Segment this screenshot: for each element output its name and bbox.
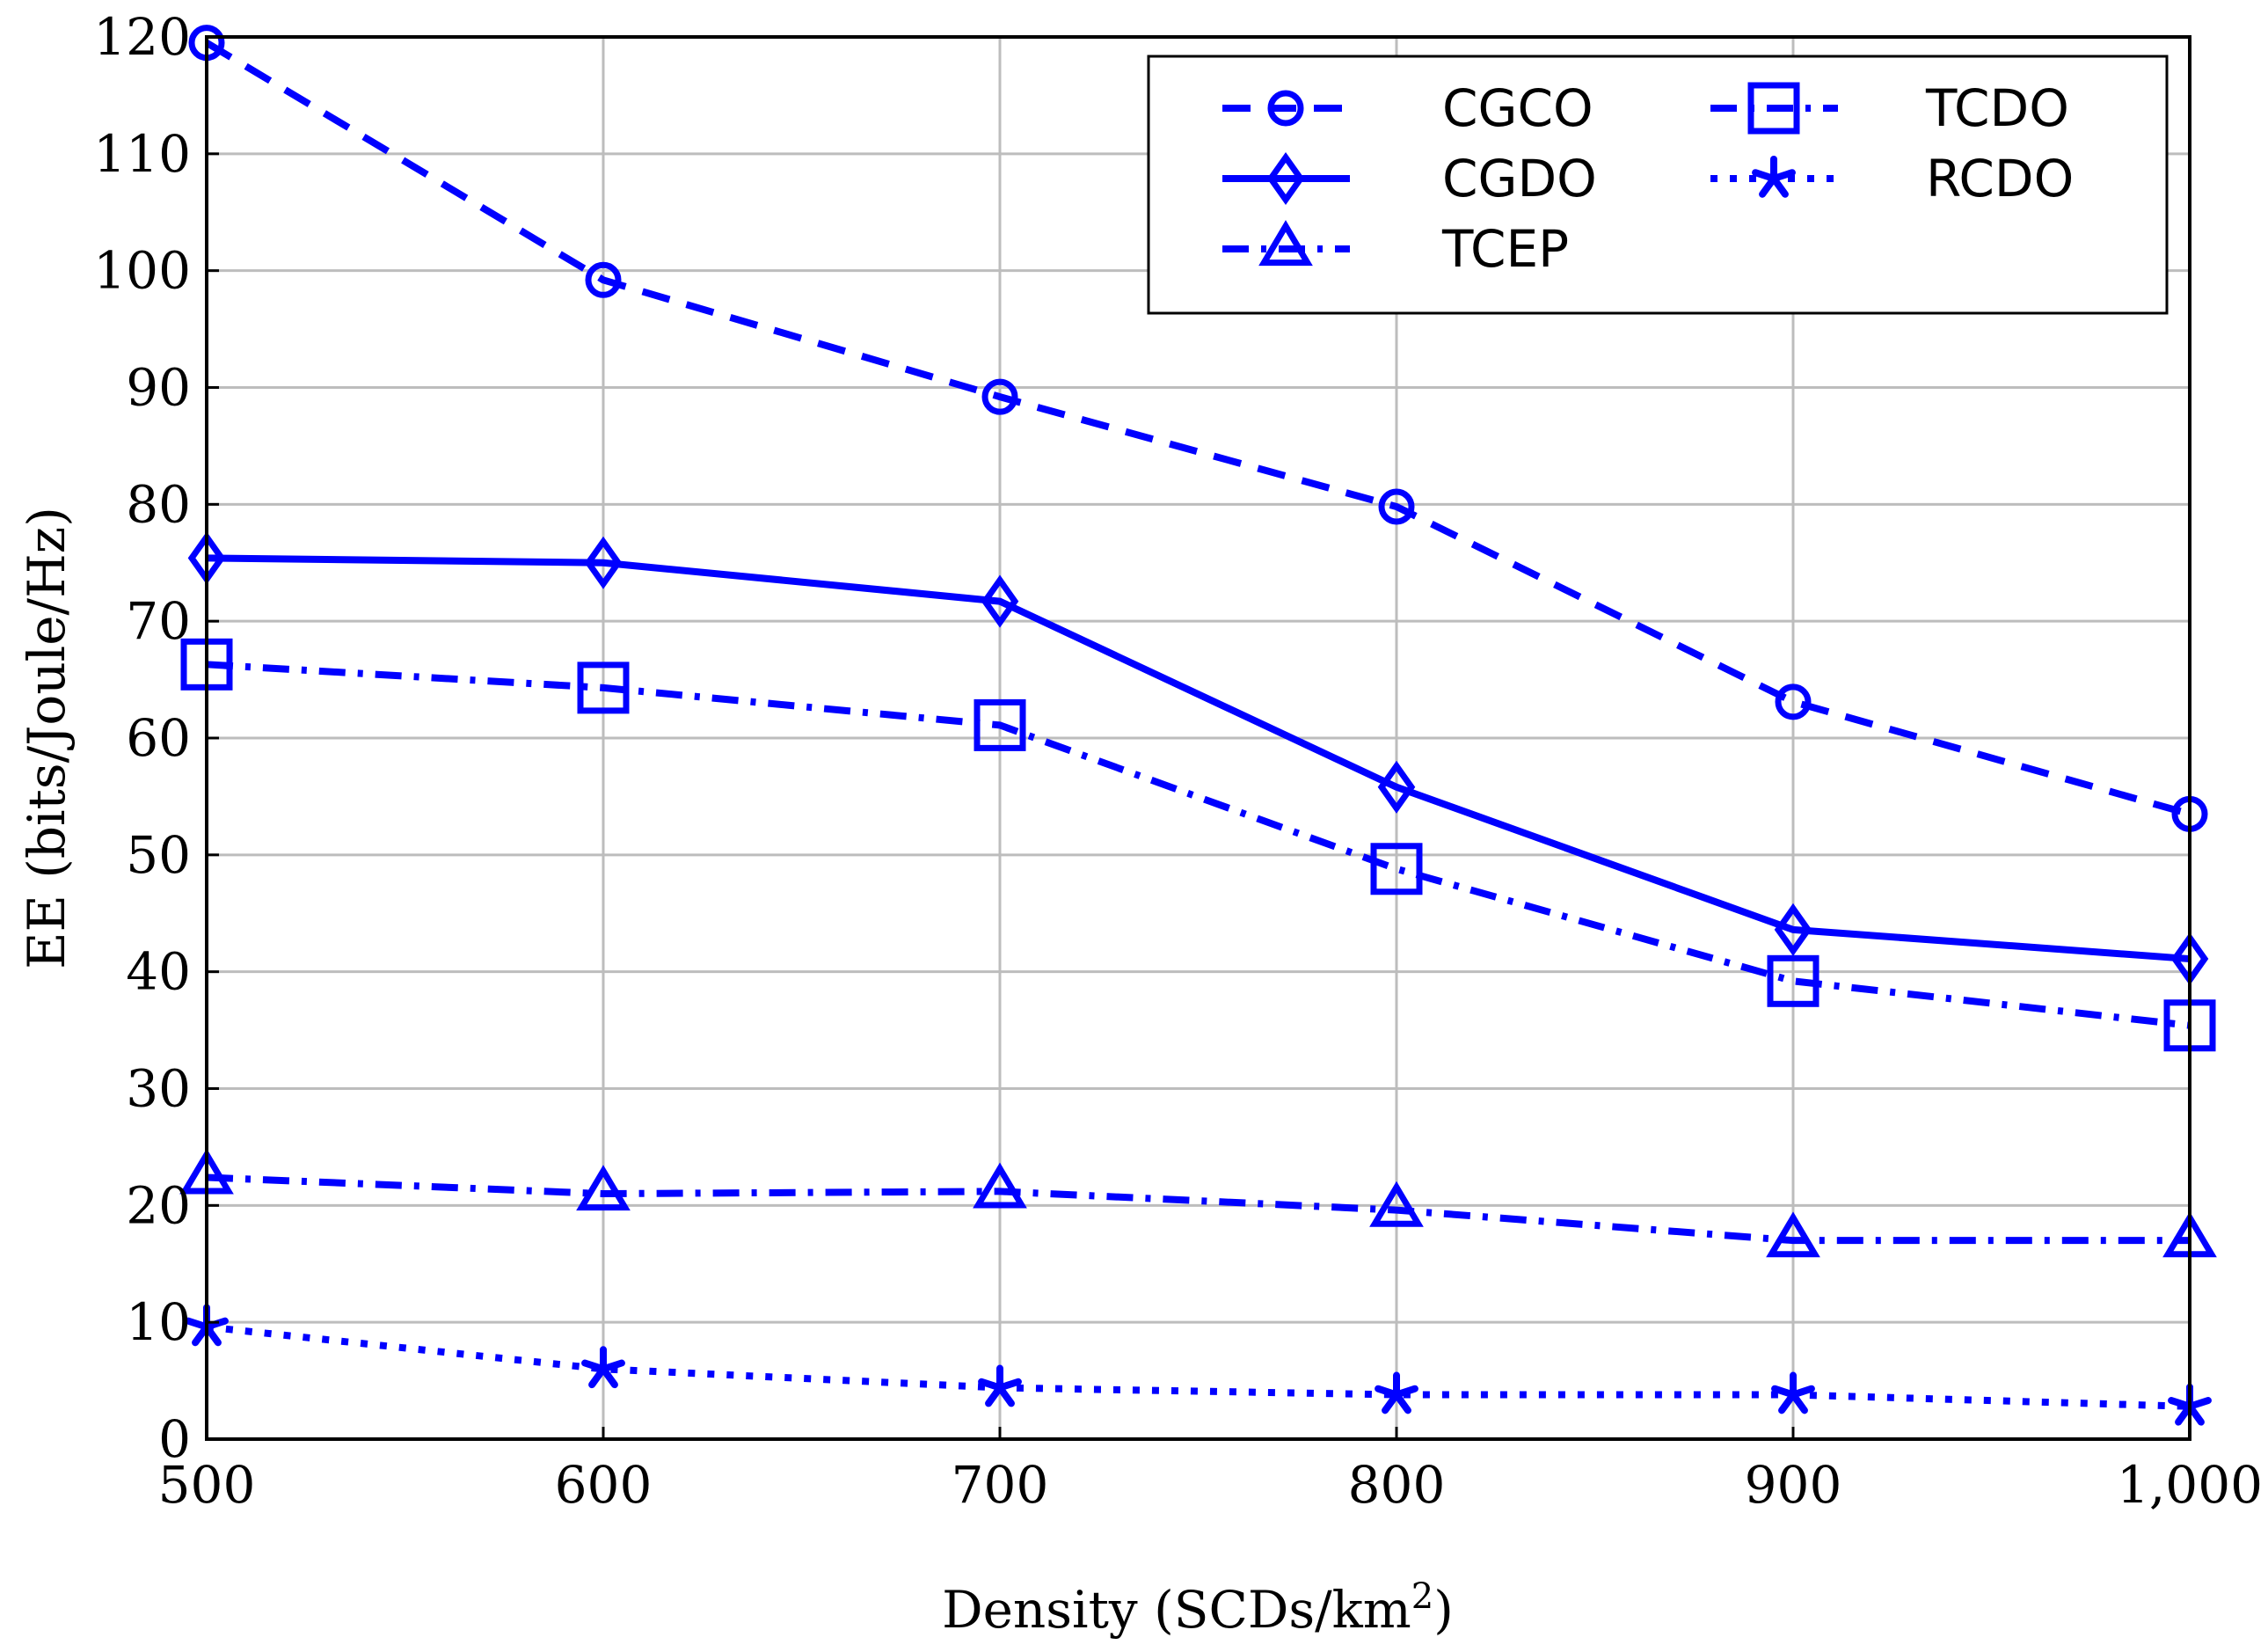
y-tick-label: 40 — [126, 942, 191, 1002]
data-point-tcdo-600 — [577, 662, 630, 714]
x-tick-label: 700 — [952, 1455, 1049, 1515]
y-tick-label: 10 — [126, 1292, 191, 1352]
legend-marker-square — [1747, 82, 1800, 135]
x-tick-label: 800 — [1348, 1455, 1446, 1515]
legend-entry-cgco: CGCO — [1222, 78, 1593, 138]
legend-label-tcdo: TCDO — [1925, 78, 2069, 138]
data-point-tcep-900 — [1766, 1211, 1820, 1258]
legend-label-cgdo: CGDO — [1442, 149, 1597, 208]
data-point-tcdo-800 — [1370, 843, 1423, 895]
star-ray — [185, 1317, 210, 1331]
legend-entry-cgdo: CGDO — [1222, 149, 1597, 208]
y-tick-label: 120 — [93, 7, 191, 67]
star-ray — [1752, 169, 1777, 182]
series-rcdo — [185, 1304, 2212, 1426]
y-tick-label: 30 — [126, 1059, 191, 1119]
data-point-cgdo-800 — [1377, 760, 1416, 814]
legend-marker-circle — [1267, 90, 1304, 127]
data-point-rcdo-1000 — [2168, 1383, 2212, 1426]
data-point-tcep-800 — [1369, 1181, 1424, 1227]
data-point-rcdo-900 — [1771, 1371, 1815, 1414]
series-cgco — [188, 25, 2208, 832]
data-point-rcdo-800 — [1375, 1371, 1418, 1414]
x-tick-label: 500 — [158, 1455, 256, 1515]
series-tcep — [179, 1148, 2217, 1258]
series-tcdo — [180, 638, 2216, 1052]
series-line-cgco — [204, 40, 2191, 818]
y-tick-label: 80 — [126, 474, 191, 534]
x-tick-label: 1,000 — [2117, 1455, 2263, 1515]
y-tick-label: 110 — [93, 124, 191, 184]
legend-entry-tcep: TCEP — [1222, 219, 1569, 279]
legend: CGCO CGDO TCEP TCDO RCDO — [1147, 55, 2169, 315]
series-cgdo — [187, 531, 2209, 986]
series-layer — [179, 25, 2217, 1426]
star-ray — [978, 1378, 1003, 1392]
series-line-tcep — [206, 1173, 2190, 1245]
series-line-cgdo — [206, 554, 2191, 963]
data-point-cgco-800 — [1378, 488, 1415, 525]
legend-label-cgco: CGCO — [1442, 78, 1593, 138]
legend-label-rcdo: RCDO — [1926, 149, 2074, 208]
legend-entry-tcdo: TCDO — [1710, 78, 2069, 138]
data-point-cgdo-900 — [1774, 903, 1812, 956]
data-point-tcdo-900 — [1767, 954, 1820, 1007]
x-tick-label: 600 — [555, 1455, 653, 1515]
star-ray — [2168, 1397, 2193, 1410]
legend-marker-triangle — [1258, 220, 1313, 267]
star-ray — [1375, 1385, 1400, 1399]
legend-box — [1147, 55, 2169, 315]
ticks: 500 600 700 800 900 1,000 0 10 20 30 40 50 60 70 80 90 1… — [93, 7, 2263, 1515]
legend-entry-rcdo: RCDO — [1710, 149, 2074, 208]
series-line-rcdo — [206, 1323, 2191, 1410]
series-line-tcdo — [206, 661, 2191, 1029]
y-tick-label: 50 — [126, 825, 191, 885]
y-tick-label: 100 — [93, 241, 191, 301]
y-tick-label: 0 — [158, 1409, 191, 1469]
data-point-cgco-700 — [981, 378, 1018, 415]
data-point-rcdo-600 — [581, 1346, 625, 1389]
data-point-tcep-700 — [973, 1162, 1027, 1209]
y-tick-label: 70 — [126, 591, 191, 651]
data-point-rcdo-700 — [978, 1364, 1022, 1407]
y-tick-label: 90 — [126, 358, 191, 418]
y-tick-label: 20 — [126, 1175, 191, 1235]
y-tick-label: 60 — [126, 708, 191, 768]
data-point-cgdo-600 — [584, 536, 623, 589]
data-point-tcdo-700 — [974, 698, 1026, 751]
x-axis-label: Density (SCDs/km2) — [942, 1576, 1454, 1640]
data-point-cgdo-700 — [981, 574, 1019, 628]
legend-marker-diamond — [1266, 151, 1305, 206]
y-axis-label: EE (bits/Joule/Hz) — [17, 507, 77, 969]
legend-marker-star — [1752, 156, 1796, 198]
x-tick-label: 900 — [1745, 1455, 1842, 1515]
legend-label-tcep: TCEP — [1441, 219, 1569, 279]
data-point-tcep-600 — [576, 1165, 631, 1211]
star-ray — [581, 1359, 607, 1373]
star-ray — [1771, 1385, 1797, 1399]
data-point-cgco-900 — [1775, 683, 1812, 720]
data-point-cgco-600 — [585, 261, 622, 298]
